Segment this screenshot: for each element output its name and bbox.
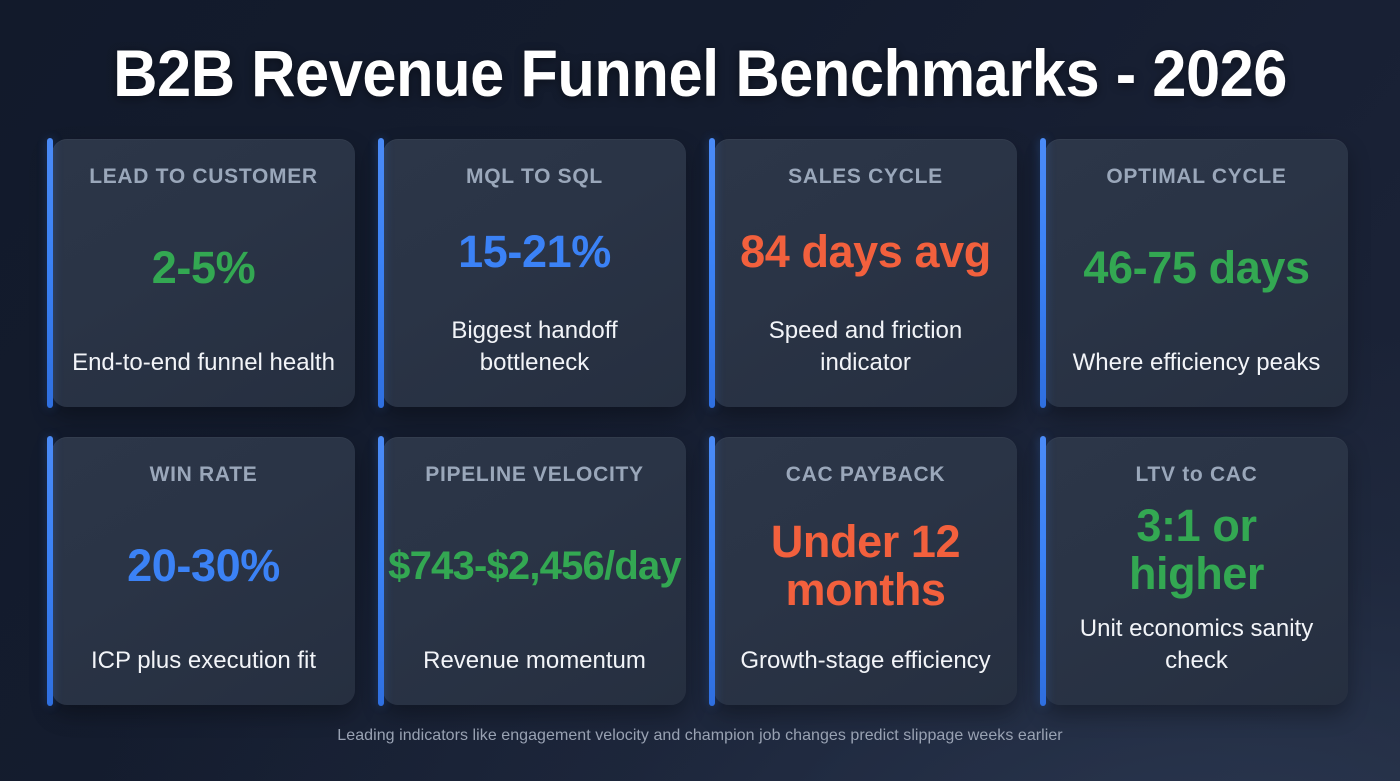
footer-note: Leading indicators like engagement veloc…	[337, 727, 1063, 744]
card-label: OPTIMAL CYCLE	[1106, 165, 1287, 188]
card-description: Unit economics sanity check	[1079, 615, 1314, 675]
card-description: Biggest handoff bottleneck	[451, 317, 618, 377]
card-label: WIN RATE	[149, 463, 258, 486]
page-footer: Leading indicators like engagement veloc…	[0, 711, 1400, 781]
card-label: PIPELINE VELOCITY	[425, 463, 644, 486]
benchmark-card-sales-cycle[interactable]: SALES CYCLE 84 days avg Speed and fricti…	[709, 138, 1017, 408]
card-label: LEAD TO CUSTOMER	[89, 165, 318, 188]
benchmark-card-mql-to-sql[interactable]: MQL TO SQL 15-21% Biggest handoff bottle…	[378, 138, 686, 408]
card-label: SALES CYCLE	[788, 165, 943, 188]
page-title: B2B Revenue Funnel Benchmarks - 2026	[113, 35, 1287, 110]
card-value: 84 days avg	[740, 225, 991, 277]
card-description: ICP plus execution fit	[90, 647, 316, 675]
card-value: Under 12 months	[770, 515, 961, 616]
card-value: 3:1 or higher	[1128, 499, 1265, 600]
page-header: B2B Revenue Funnel Benchmarks - 2026	[0, 0, 1400, 139]
benchmark-card-lead-to-customer[interactable]: LEAD TO CUSTOMER 2-5% End-to-end funnel …	[47, 138, 355, 408]
card-description: Revenue momentum	[423, 647, 646, 675]
card-value: 2-5%	[151, 241, 256, 293]
card-label: MQL TO SQL	[466, 165, 603, 188]
benchmark-card-pipeline-velocity[interactable]: PIPELINE VELOCITY $743-$2,456/day Revenu…	[378, 436, 686, 706]
card-value: 46-75 days	[1083, 241, 1310, 293]
card-description: End-to-end funnel health	[72, 349, 335, 377]
card-description: Speed and friction indicator	[768, 317, 963, 377]
card-label: LTV to CAC	[1135, 463, 1258, 486]
benchmark-card-grid: LEAD TO CUSTOMER 2-5% End-to-end funnel …	[0, 138, 1400, 711]
card-value: 20-30%	[127, 539, 280, 591]
benchmark-card-cac-payback[interactable]: CAC PAYBACK Under 12 months Growth-stage…	[709, 436, 1017, 706]
benchmark-card-optimal-cycle[interactable]: OPTIMAL CYCLE 46-75 days Where efficienc…	[1040, 138, 1348, 408]
benchmark-card-win-rate[interactable]: WIN RATE 20-30% ICP plus execution fit	[47, 436, 355, 706]
card-label: CAC PAYBACK	[785, 463, 946, 486]
card-description: Where efficiency peaks	[1072, 349, 1321, 377]
benchmark-card-ltv-to-cac[interactable]: LTV to CAC 3:1 or higher Unit economics …	[1040, 436, 1348, 706]
card-description: Growth-stage efficiency	[740, 647, 991, 675]
card-value: 15-21%	[458, 225, 611, 277]
card-value: $743-$2,456/day	[388, 543, 682, 588]
